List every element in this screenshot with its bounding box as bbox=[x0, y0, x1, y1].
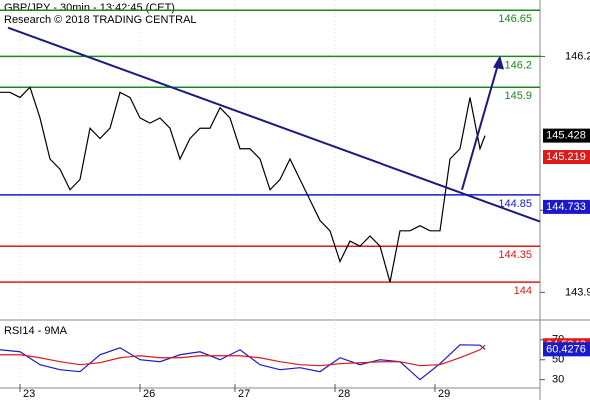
indicator-marker bbox=[543, 342, 590, 357]
x-tick-label: 26 bbox=[143, 388, 155, 400]
level-label: 144.85 bbox=[498, 198, 532, 210]
y-tick-label: 146.2 bbox=[565, 50, 590, 62]
level-label: 146.65 bbox=[498, 13, 532, 25]
level-label: 144.35 bbox=[498, 249, 532, 261]
indicator-title: RSI14 - 9MA bbox=[4, 325, 68, 337]
x-tick-label: 27 bbox=[238, 388, 250, 400]
level-label: 144 bbox=[514, 285, 532, 297]
chart-title: GBP/JPY - 30min - 13:42:45 (CET) bbox=[4, 2, 175, 14]
chart-subtitle: Research © 2018 TRADING CENTRAL bbox=[4, 14, 197, 26]
price-line bbox=[0, 86, 486, 283]
indicator-line bbox=[0, 344, 486, 367]
price-marker bbox=[543, 199, 590, 214]
x-tick-label: 23 bbox=[23, 388, 35, 400]
price-marker bbox=[543, 128, 590, 143]
arrow-line bbox=[461, 57, 501, 191]
y-tick-label: 30 bbox=[552, 374, 564, 386]
trend-line bbox=[7, 26, 541, 223]
level-label: 145.9 bbox=[504, 90, 532, 102]
x-tick-label: 28 bbox=[338, 388, 350, 400]
arrow-head bbox=[493, 55, 504, 70]
price-marker bbox=[543, 150, 590, 165]
y-tick-label: 143.9 bbox=[565, 286, 590, 298]
price-marker-label: 144.733 bbox=[546, 201, 586, 213]
x-tick-label: 29 bbox=[438, 388, 450, 400]
price-marker-label: 145.428 bbox=[546, 130, 586, 142]
indicator-marker-label: 60.4276 bbox=[546, 343, 586, 355]
price-marker-label: 145.219 bbox=[546, 151, 586, 163]
y-tick-label: 50 bbox=[552, 354, 564, 366]
level-label: 146.2 bbox=[504, 59, 532, 71]
